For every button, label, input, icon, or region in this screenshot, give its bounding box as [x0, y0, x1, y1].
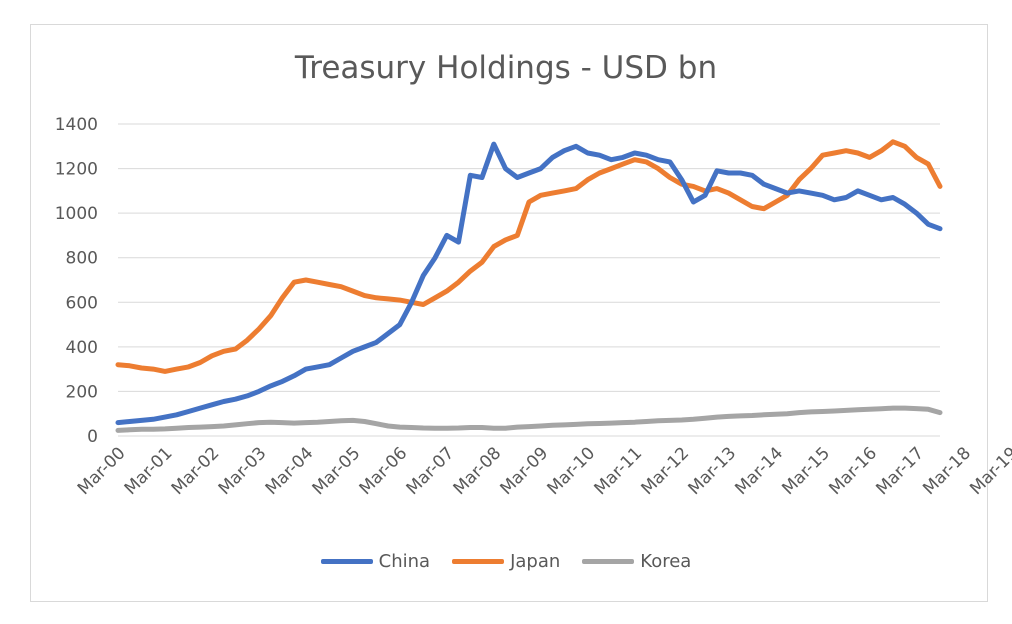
legend-swatch — [452, 559, 505, 564]
x-axis-ticks: Mar-00Mar-01Mar-02Mar-03Mar-04Mar-05Mar-… — [74, 443, 1012, 499]
x-tick-label: Mar-14 — [731, 443, 787, 499]
x-tick-label: Mar-13 — [684, 443, 740, 499]
x-tick-label: Mar-19 — [966, 443, 1012, 499]
y-tick-label: 400 — [66, 338, 98, 358]
y-tick-label: 1200 — [55, 160, 98, 180]
y-axis-ticks: 0 200 400 600 800 1000 1200 1400 — [55, 115, 98, 447]
series-line-china — [115, 141, 943, 426]
legend: China Japan Korea — [0, 551, 1012, 572]
x-tick-label: Mar-17 — [872, 443, 928, 499]
x-tick-label: Mar-15 — [778, 443, 834, 499]
x-tick-label: Mar-09 — [497, 443, 553, 499]
chart-title: Treasury Holdings - USD bn — [294, 50, 718, 86]
legend-item-china: China — [320, 551, 431, 572]
y-tick-label: 800 — [66, 249, 98, 269]
legend-swatch — [320, 559, 373, 564]
y-tick-label: 1400 — [55, 115, 98, 135]
legend-label: Korea — [640, 551, 692, 572]
legend-item-japan: Japan — [452, 551, 560, 572]
x-tick-label: Mar-18 — [919, 443, 975, 499]
chart-frame — [30, 24, 988, 602]
x-tick-label: Mar-00 — [74, 443, 130, 499]
x-tick-label: Mar-16 — [825, 443, 881, 499]
x-tick-label: Mar-04 — [262, 443, 318, 499]
x-tick-label: Mar-07 — [403, 443, 459, 499]
x-tick-label: Mar-01 — [121, 443, 177, 499]
y-tick-label: 0 — [87, 427, 98, 447]
legend-label: China — [378, 551, 431, 572]
x-tick-label: Mar-06 — [356, 443, 412, 499]
x-tick-label: Mar-08 — [450, 443, 506, 499]
legend-item-korea: Korea — [582, 551, 691, 572]
legend-label: Japan — [510, 551, 561, 572]
x-tick-label: Mar-02 — [168, 443, 224, 499]
x-tick-label: Mar-05 — [309, 443, 365, 499]
series-line-japan — [115, 139, 943, 374]
x-tick-label: Mar-11 — [591, 443, 647, 499]
x-tick-label: Mar-03 — [215, 443, 271, 499]
y-tick-label: 600 — [66, 293, 98, 313]
x-tick-label: Mar-10 — [544, 443, 600, 499]
x-tick-label: Mar-12 — [637, 443, 693, 499]
y-tick-label: 1000 — [55, 204, 98, 224]
series-lines — [115, 139, 943, 433]
y-tick-label: 200 — [66, 382, 98, 402]
legend-swatch — [582, 559, 635, 564]
series-line-korea — [115, 405, 943, 433]
